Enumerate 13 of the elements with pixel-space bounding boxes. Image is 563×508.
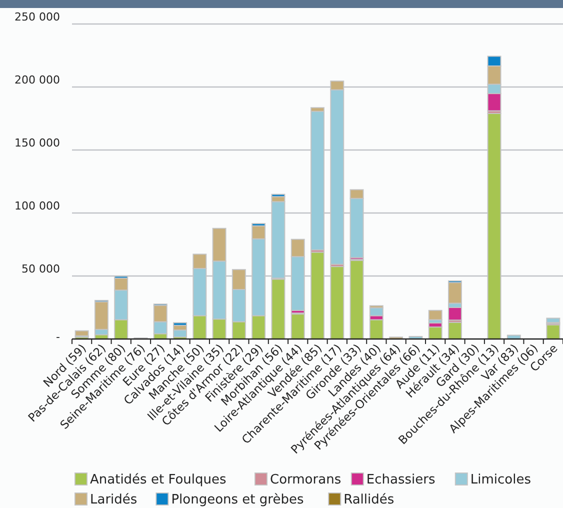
legend-label: Echassiers: [366, 472, 436, 488]
y-tick-label: 100 000: [14, 200, 60, 213]
legend-label: Anatidés et Foulques: [90, 472, 226, 488]
legend-label: Laridés: [90, 492, 138, 508]
legend-label: Limicoles: [470, 472, 532, 488]
y-tick-label: -: [56, 330, 60, 344]
legend-label: Rallidés: [344, 492, 394, 508]
y-tick-label: 200 000: [14, 74, 60, 87]
legend-label: Plongeons et grèbes: [171, 492, 304, 508]
legend-label: Cormorans: [270, 472, 342, 488]
y-tick-label: 150 000: [14, 136, 60, 150]
y-tick-label: 50 000: [22, 262, 60, 276]
y-tick-label: 250 000: [14, 10, 60, 24]
